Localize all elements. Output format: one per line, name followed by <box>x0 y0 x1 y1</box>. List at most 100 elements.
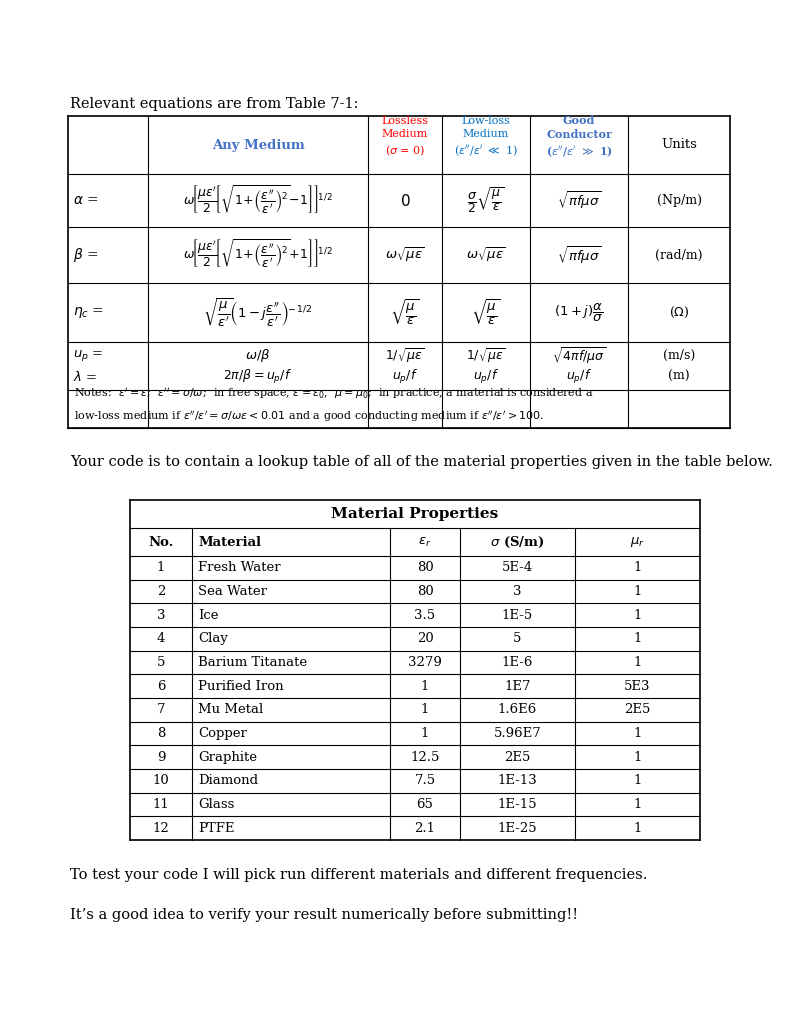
Text: 2.1: 2.1 <box>414 821 436 835</box>
Text: (rad/m): (rad/m) <box>655 249 702 261</box>
Text: 80: 80 <box>417 561 433 574</box>
Text: 3279: 3279 <box>408 656 442 669</box>
Text: 9: 9 <box>157 751 165 764</box>
Text: Good
Conductor
($\varepsilon''$/$\varepsilon'$ $\gg$ 1): Good Conductor ($\varepsilon''$/$\vareps… <box>546 116 612 159</box>
Text: $\sqrt{4\pi f/\mu\sigma}$: $\sqrt{4\pi f/\mu\sigma}$ <box>552 345 606 366</box>
Text: Low-loss
Medium
($\varepsilon''$/$\varepsilon'$ $\ll$ 1): Low-loss Medium ($\varepsilon''$/$\varep… <box>454 117 518 158</box>
Text: $\omega\!\left[\dfrac{\mu\varepsilon'}{2}\!\left[\sqrt{1\!+\!\left(\dfrac{\varep: $\omega\!\left[\dfrac{\mu\varepsilon'}{2… <box>184 183 333 216</box>
Text: 1E-13: 1E-13 <box>498 774 537 787</box>
Text: Mu Metal: Mu Metal <box>198 703 263 717</box>
Text: Lossless
Medium
($\sigma$ = 0): Lossless Medium ($\sigma$ = 0) <box>381 117 429 158</box>
Text: 4: 4 <box>157 633 165 645</box>
Text: $u_p$ =: $u_p$ = <box>73 348 104 362</box>
Text: 5E-4: 5E-4 <box>501 561 533 574</box>
Text: Material Properties: Material Properties <box>331 507 498 521</box>
Text: $\mu_r$: $\mu_r$ <box>630 535 645 549</box>
Text: 1E-15: 1E-15 <box>498 798 537 811</box>
Text: 65: 65 <box>417 798 433 811</box>
Text: Glass: Glass <box>198 798 234 811</box>
Text: $2\pi/\beta = u_p/f$: $2\pi/\beta = u_p/f$ <box>224 368 293 386</box>
Text: $(1+j)\dfrac{\alpha}{\sigma}$: $(1+j)\dfrac{\alpha}{\sigma}$ <box>554 301 604 324</box>
Text: Ice: Ice <box>198 608 218 622</box>
Text: (Np/m): (Np/m) <box>657 194 702 207</box>
Text: Your code is to contain a lookup table of all of the material properties given i: Your code is to contain a lookup table o… <box>70 455 773 469</box>
Text: Notes:  $\varepsilon' = \varepsilon$;  $\varepsilon'' = \sigma/\omega$;  in free: Notes: $\varepsilon' = \varepsilon$; $\v… <box>74 386 593 424</box>
Text: (m): (m) <box>668 370 690 383</box>
Text: 6: 6 <box>157 680 165 692</box>
Text: Fresh Water: Fresh Water <box>198 561 281 574</box>
Text: 3: 3 <box>513 585 522 598</box>
Text: 1: 1 <box>634 608 642 622</box>
Text: Graphite: Graphite <box>198 751 257 764</box>
Text: 1: 1 <box>634 633 642 645</box>
Text: Clay: Clay <box>198 633 228 645</box>
Text: 1.6E6: 1.6E6 <box>498 703 537 717</box>
Text: 2E5: 2E5 <box>505 751 531 764</box>
Text: $\eta_c$ =: $\eta_c$ = <box>73 305 104 319</box>
Text: 3: 3 <box>157 608 165 622</box>
Text: PTFE: PTFE <box>198 821 234 835</box>
Text: $\omega\!\left[\dfrac{\mu\varepsilon'}{2}\!\left[\sqrt{1\!+\!\left(\dfrac{\varep: $\omega\!\left[\dfrac{\mu\varepsilon'}{2… <box>184 238 333 270</box>
Text: 12.5: 12.5 <box>411 751 440 764</box>
Text: Sea Water: Sea Water <box>198 585 267 598</box>
Text: $\dfrac{\sigma}{2}\sqrt{\dfrac{\mu}{\varepsilon}}$: $\dfrac{\sigma}{2}\sqrt{\dfrac{\mu}{\var… <box>467 185 505 215</box>
Text: $\alpha$ =: $\alpha$ = <box>73 194 99 208</box>
Text: $0$: $0$ <box>399 193 411 209</box>
Text: 1: 1 <box>634 656 642 669</box>
Text: 1: 1 <box>634 774 642 787</box>
Text: 1: 1 <box>634 585 642 598</box>
Text: Barium Titanate: Barium Titanate <box>198 656 307 669</box>
Text: 1: 1 <box>421 727 430 740</box>
Text: Purified Iron: Purified Iron <box>198 680 284 692</box>
Text: $\sqrt{\pi f\mu\sigma}$: $\sqrt{\pi f\mu\sigma}$ <box>557 189 601 211</box>
Text: 1: 1 <box>421 680 430 692</box>
Text: $\sqrt{\pi f\mu\sigma}$: $\sqrt{\pi f\mu\sigma}$ <box>557 244 601 266</box>
Text: Units: Units <box>661 138 697 152</box>
Text: 1: 1 <box>634 561 642 574</box>
Text: 1E-6: 1E-6 <box>501 656 533 669</box>
Text: 7.5: 7.5 <box>414 774 436 787</box>
Text: 12: 12 <box>153 821 169 835</box>
Text: 1E-25: 1E-25 <box>498 821 537 835</box>
Text: $\sqrt{\dfrac{\mu}{\varepsilon'}}\!\left(1-j\dfrac{\varepsilon''}{\varepsilon'}\: $\sqrt{\dfrac{\mu}{\varepsilon'}}\!\left… <box>203 296 312 329</box>
Text: $1/\sqrt{\mu\varepsilon}$: $1/\sqrt{\mu\varepsilon}$ <box>385 346 425 365</box>
Text: No.: No. <box>149 536 174 549</box>
Text: Diamond: Diamond <box>198 774 258 787</box>
Text: 1E-5: 1E-5 <box>501 608 533 622</box>
Text: To test your code I will pick run different materials and different frequencies.: To test your code I will pick run differ… <box>70 868 647 882</box>
Text: $\omega\sqrt{\mu\varepsilon}$: $\omega\sqrt{\mu\varepsilon}$ <box>466 246 506 264</box>
Text: $\beta$ =: $\beta$ = <box>73 246 98 264</box>
Text: 5: 5 <box>157 656 165 669</box>
Text: 10: 10 <box>153 774 169 787</box>
Text: Copper: Copper <box>198 727 247 740</box>
Text: $\sqrt{\dfrac{\mu}{\varepsilon}}$: $\sqrt{\dfrac{\mu}{\varepsilon}}$ <box>471 297 501 328</box>
Text: 1: 1 <box>634 798 642 811</box>
Text: $\sigma$ (S/m): $\sigma$ (S/m) <box>490 535 545 550</box>
Text: $\omega\sqrt{\mu\varepsilon}$: $\omega\sqrt{\mu\varepsilon}$ <box>385 246 425 264</box>
Text: 1E7: 1E7 <box>504 680 531 692</box>
Text: 8: 8 <box>157 727 165 740</box>
Text: Any Medium: Any Medium <box>212 138 305 152</box>
Text: $1/\sqrt{\mu\varepsilon}$: $1/\sqrt{\mu\varepsilon}$ <box>467 346 505 365</box>
Text: 1: 1 <box>157 561 165 574</box>
Text: 2: 2 <box>157 585 165 598</box>
Text: 7: 7 <box>157 703 165 717</box>
Text: $u_p/f$: $u_p/f$ <box>473 368 499 386</box>
Text: 5.96E7: 5.96E7 <box>494 727 541 740</box>
Text: 20: 20 <box>417 633 433 645</box>
Text: $u_p/f$: $u_p/f$ <box>566 368 592 386</box>
Text: 1: 1 <box>421 703 430 717</box>
Text: $u_p/f$: $u_p/f$ <box>392 368 418 386</box>
Text: 2E5: 2E5 <box>624 703 651 717</box>
Text: 1: 1 <box>634 727 642 740</box>
Text: 80: 80 <box>417 585 433 598</box>
Text: 1: 1 <box>634 821 642 835</box>
Text: $\lambda$ =: $\lambda$ = <box>73 370 97 384</box>
Text: ($\Omega$): ($\Omega$) <box>669 305 689 321</box>
Text: $\sqrt{\dfrac{\mu}{\varepsilon}}$: $\sqrt{\dfrac{\mu}{\varepsilon}}$ <box>390 297 420 328</box>
Text: 1: 1 <box>634 751 642 764</box>
Text: Relevant equations are from Table 7-1:: Relevant equations are from Table 7-1: <box>70 97 358 111</box>
Text: 3.5: 3.5 <box>414 608 436 622</box>
Text: It’s a good idea to verify your result numerically before submitting!!: It’s a good idea to verify your result n… <box>70 908 578 922</box>
Text: 5E3: 5E3 <box>624 680 651 692</box>
